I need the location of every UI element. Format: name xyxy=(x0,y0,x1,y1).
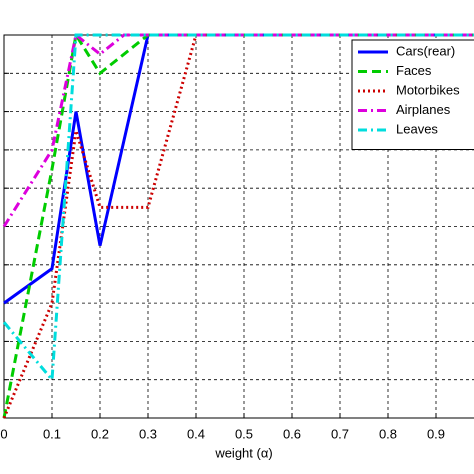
legend-label: Airplanes xyxy=(396,102,451,117)
x-tick-label: 0.9 xyxy=(427,426,445,441)
x-tick-label: 0.6 xyxy=(283,426,301,441)
series-line xyxy=(2,32,474,228)
x-tick-label: 0.2 xyxy=(91,426,109,441)
x-axis-label: weight (α) xyxy=(214,445,272,460)
x-tick-label: 0.7 xyxy=(331,426,349,441)
legend-label: Leaves xyxy=(396,121,438,136)
legend-label: Faces xyxy=(396,63,432,78)
x-tick-label: 0.8 xyxy=(379,426,397,441)
x-tick-label: 0.3 xyxy=(139,426,157,441)
x-tick-label: 0 xyxy=(0,426,7,441)
x-tick-label: 0.5 xyxy=(235,426,253,441)
x-tick-label: 0.1 xyxy=(43,426,61,441)
x-tick-label: 0.4 xyxy=(187,426,205,441)
series-line xyxy=(2,33,474,384)
legend-label: Motorbikes xyxy=(396,82,460,97)
legend-label: Cars(rear) xyxy=(396,43,455,58)
